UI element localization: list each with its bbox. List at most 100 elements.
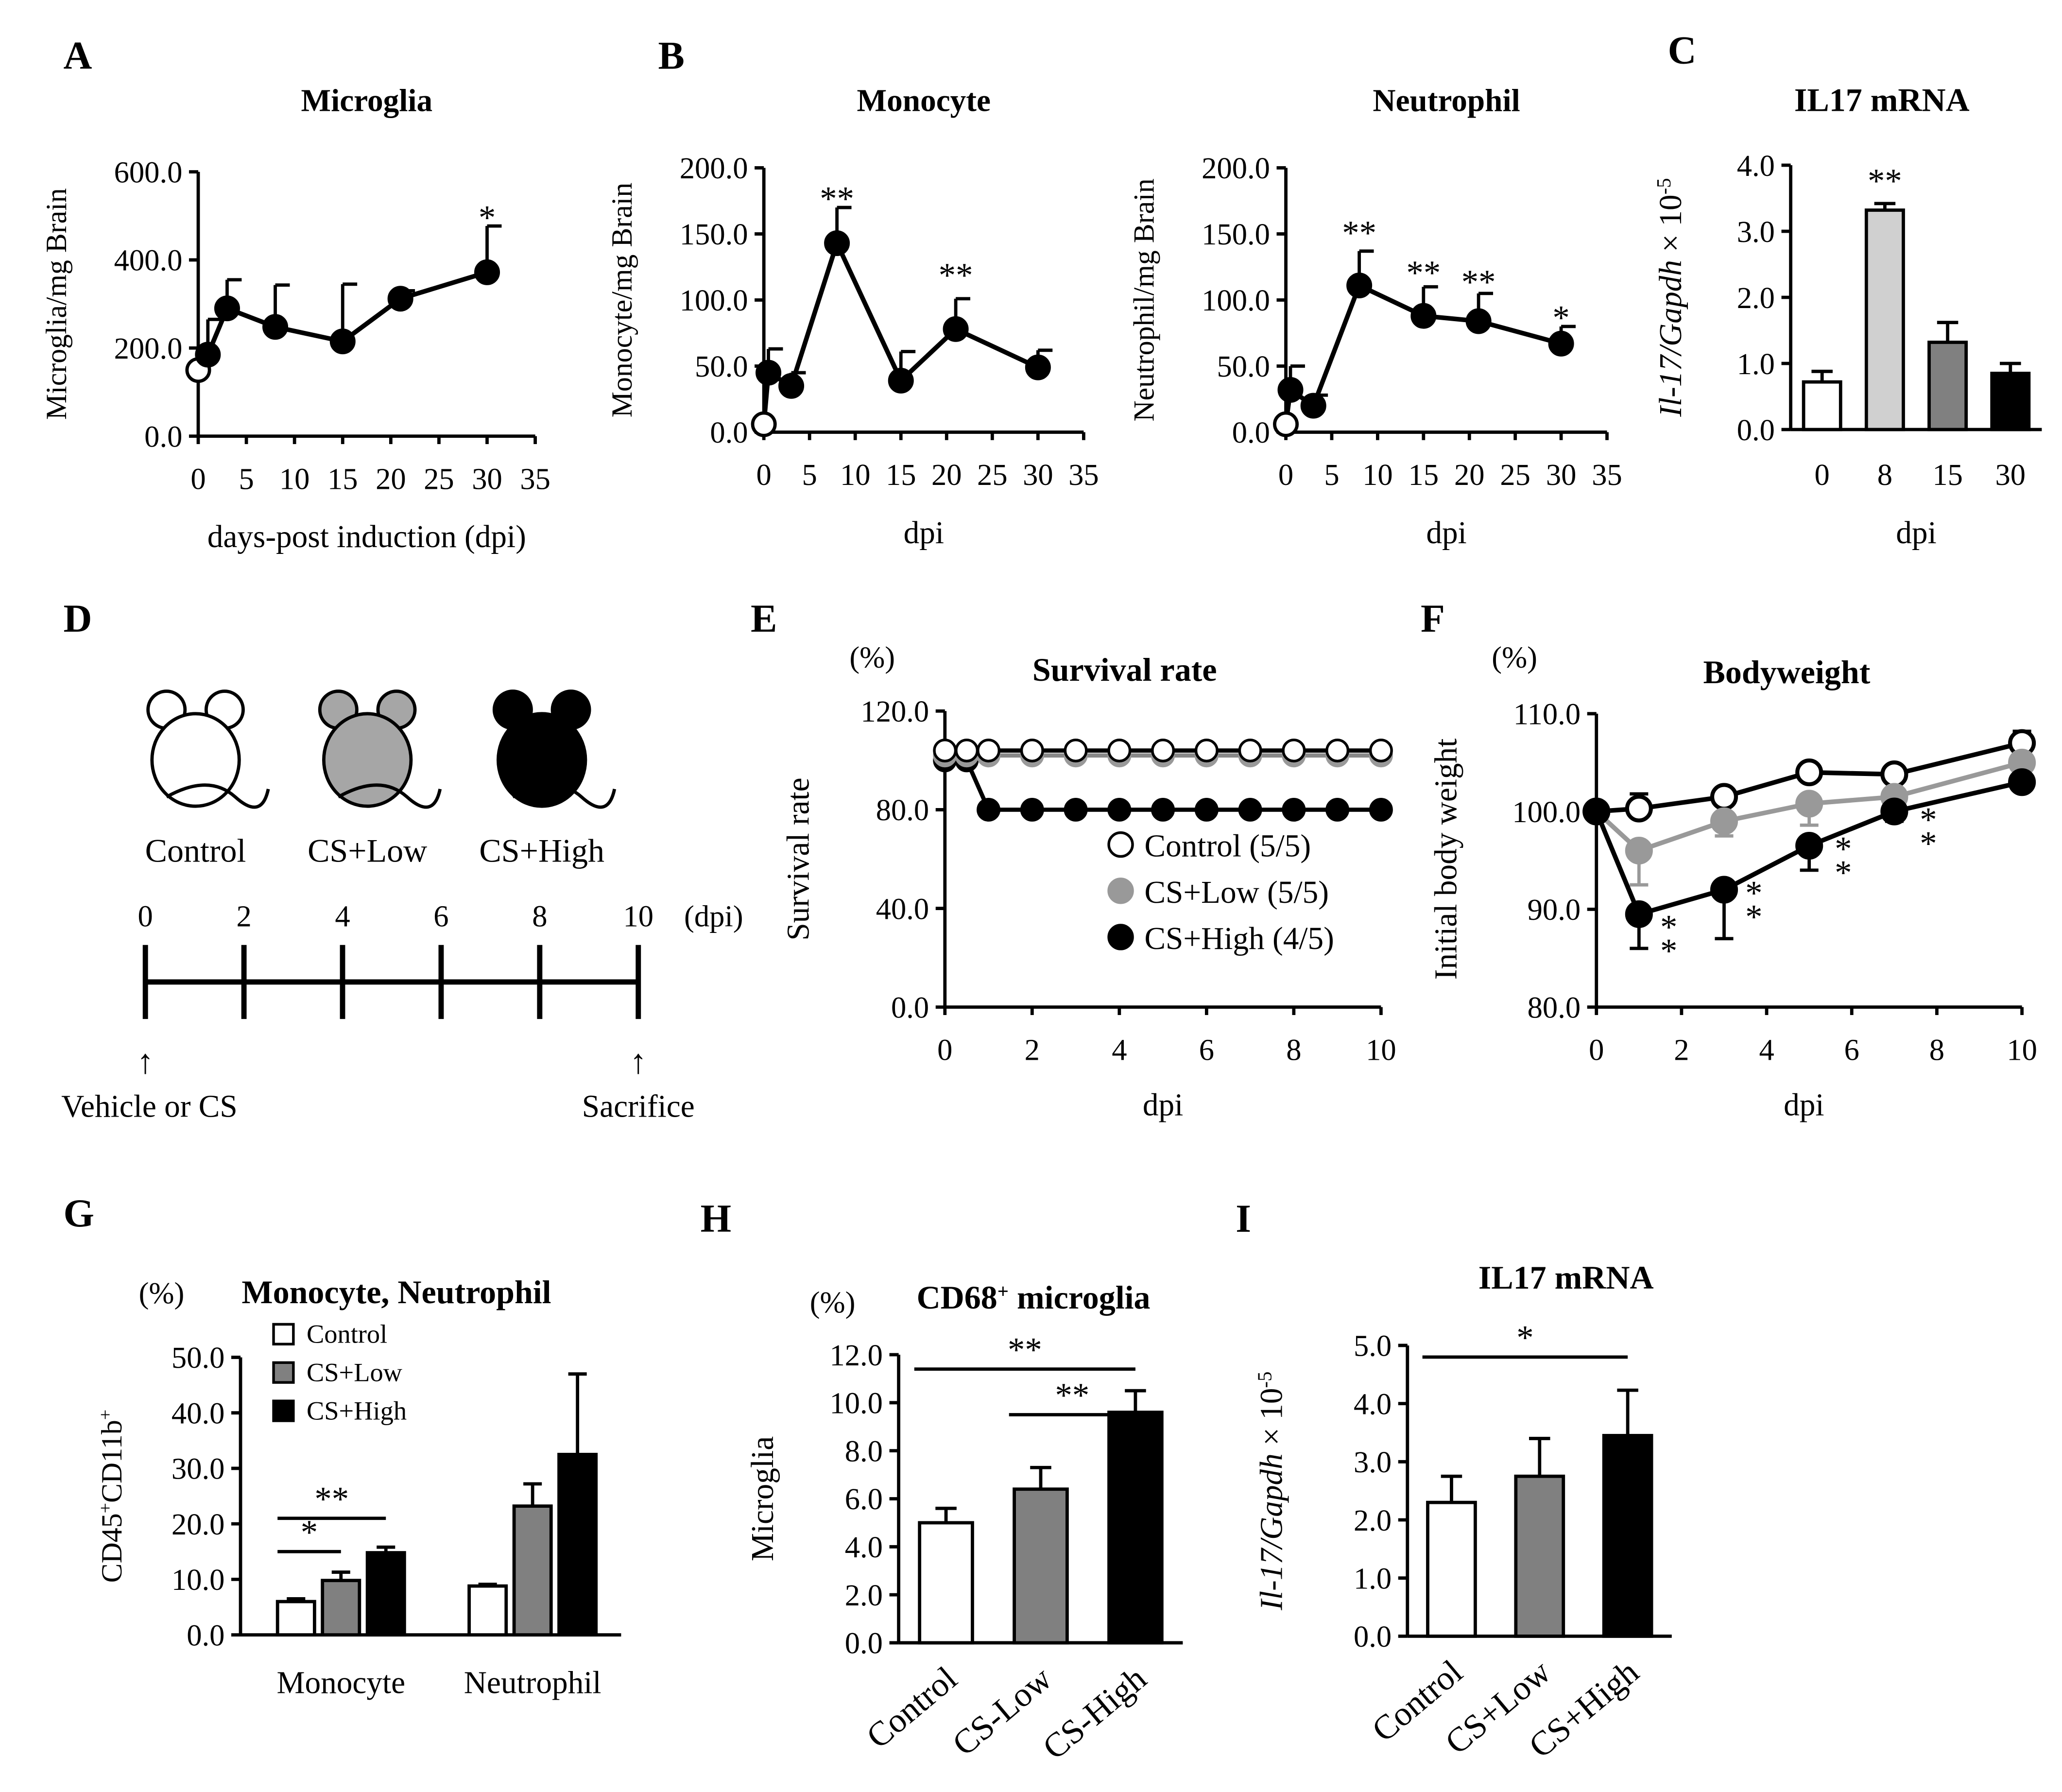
timeline-tick-label: 8 — [532, 899, 547, 933]
legend-label: CS+Low (5/5) — [1145, 875, 1329, 910]
significance-mark: * — [1745, 874, 1762, 912]
ylabel-part: CD45 — [96, 1513, 128, 1583]
ylabel-multiplier: × 10 — [1254, 1388, 1289, 1453]
chart-title: Microglia — [301, 83, 432, 118]
y-tick-label: 80.0 — [876, 793, 929, 827]
y-tick-label: 10.0 — [829, 1386, 882, 1420]
significance-mark: ** — [1008, 1331, 1042, 1369]
x-tick-label: 0 — [756, 458, 772, 492]
chart-title: Survival rate — [1032, 651, 1217, 688]
data-point — [943, 316, 969, 342]
y-tick-label: 0.0 — [1737, 413, 1775, 447]
title-part: CD68 — [917, 1279, 997, 1316]
x-tick-label: 15 — [327, 462, 358, 496]
chart-title: Neutrophil — [1373, 83, 1520, 118]
data-point — [778, 373, 805, 399]
data-point — [1795, 758, 1823, 787]
title-sup: + — [997, 1280, 1009, 1302]
ylabel-sup: + — [95, 1410, 116, 1420]
significance-mark: * — [479, 199, 496, 237]
bar — [1013, 1487, 1069, 1645]
data-point — [1325, 739, 1350, 763]
y-axis-label: Microglia/mg Brain — [40, 188, 72, 420]
x-tick-label: 6 — [1844, 1033, 1859, 1067]
x-tick-label: CS-High — [1036, 1659, 1154, 1767]
data-point — [824, 230, 850, 257]
y-tick-label: 50.0 — [1217, 349, 1270, 383]
panel-letter-f: F — [1421, 596, 1445, 640]
title-part: microglia — [1009, 1279, 1150, 1316]
significance-mark: ** — [1868, 162, 1902, 200]
x-tick-label: 30 — [1546, 458, 1577, 492]
ylabel-gene: Il-17/Gapdh — [1653, 260, 1688, 417]
data-point — [1625, 900, 1653, 928]
y-tick-label: 200.0 — [680, 151, 748, 185]
x-axis-label: dpi — [1896, 516, 1936, 551]
start-arrow: ↑ — [137, 1043, 154, 1081]
x-tick-label: 35 — [520, 462, 550, 496]
data-point — [1151, 797, 1175, 822]
x-axis-label: days-post induction (dpi) — [207, 519, 526, 554]
panel-letter-b: B — [658, 33, 685, 77]
data-point — [977, 797, 1001, 822]
bar — [1426, 1500, 1477, 1638]
timeline-tick-label: 2 — [236, 899, 251, 933]
timeline-tick-label: 6 — [433, 899, 448, 933]
y-axis-label: Neutrophil/mg Brain — [1128, 178, 1160, 421]
legend-swatch — [272, 1399, 295, 1422]
x-tick-label: CS-Low — [945, 1659, 1059, 1763]
chart-title: IL17 mRNA — [1794, 81, 1970, 118]
y-axis-label: Monocyte/mg Brain — [606, 183, 638, 418]
x-tick-label: 10 — [1362, 458, 1393, 492]
panel-letter-h: H — [701, 1196, 731, 1241]
x-axis-label: dpi — [904, 516, 944, 551]
y-tick-label: 3.0 — [1737, 215, 1775, 249]
data-point — [756, 360, 782, 386]
y-tick-label: 1.0 — [1737, 347, 1775, 381]
data-point — [1282, 739, 1306, 763]
chart-title: CD68+ microglia — [917, 1279, 1151, 1316]
chart-h-cd68: CD68+ microglia (%) 0.0 2.0 4.0 6.0 8.0 10.0 12.… — [745, 1279, 1183, 1767]
data-point — [1410, 303, 1437, 329]
data-point — [1582, 797, 1611, 826]
chart-g-monocyte-neutrophil: (%) Monocyte, Neutrophil 0.0 10.0 20.0 30.0 40… — [95, 1274, 621, 1700]
ylabel-exponent: -5 — [1254, 1371, 1275, 1388]
y-tick-label: 100.0 — [680, 283, 748, 317]
x-tick-label: 25 — [977, 458, 1008, 492]
panel-d-schematic: Control CS+Low CS+High 0 2 4 6 8 10 (dpi) ↑ ↑ Vehicl… — [61, 689, 743, 1124]
baseline-point — [1273, 411, 1299, 437]
y-axis-label: CD45+CD11b+ — [95, 1410, 128, 1583]
y-tick-label: 0.0 — [1354, 1620, 1392, 1654]
data-point — [474, 259, 500, 285]
y-tick-label: 2.0 — [1737, 281, 1775, 315]
x-tick-label: 5 — [802, 458, 817, 492]
y-tick-label: 12.0 — [829, 1338, 882, 1372]
x-tick-label: 30 — [1995, 458, 2026, 492]
x-tick-label: 20 — [376, 462, 406, 496]
significance-mark: ** — [939, 257, 973, 294]
data-point — [1625, 794, 1653, 823]
baseline-point — [751, 411, 777, 437]
x-tick-label: 35 — [1068, 458, 1099, 492]
data-point — [1277, 377, 1304, 403]
x-tick-label: 10 — [2007, 1033, 2037, 1067]
data-point — [1020, 797, 1044, 822]
x-axis-label: dpi — [1143, 1088, 1183, 1123]
data-point — [1795, 790, 1823, 818]
data-point — [1710, 783, 1738, 811]
x-tick-label: 30 — [1023, 458, 1053, 492]
legend-label: CS+High — [307, 1396, 407, 1425]
x-tick-label: 10 — [279, 462, 310, 496]
y-tick-label: 400.0 — [114, 243, 183, 277]
x-tick-label: 0 — [1815, 458, 1830, 492]
x-tick-label: 0 — [937, 1033, 952, 1067]
significance-mark: * — [1835, 830, 1852, 868]
end-label: Sacrifice — [582, 1089, 695, 1124]
chart-title: Bodyweight — [1703, 654, 1871, 690]
data-point — [1369, 797, 1393, 822]
data-point — [1625, 837, 1653, 865]
x-tick-label: 15 — [1409, 458, 1439, 492]
group-label: CS+Low — [308, 832, 427, 869]
data-point — [1300, 393, 1326, 419]
